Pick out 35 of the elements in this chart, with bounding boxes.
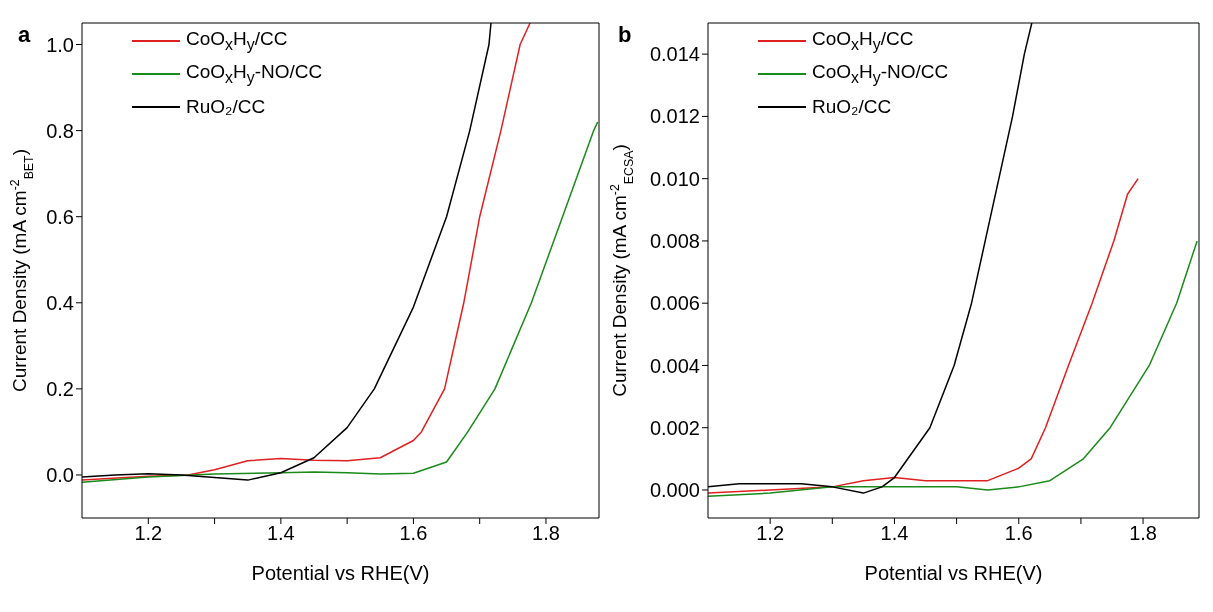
chart-title: b — [618, 22, 632, 48]
x-tick-label: 1.2 — [134, 522, 163, 545]
x-tick-label: 1.6 — [1004, 522, 1033, 545]
y-tick-label: 0.012 — [649, 105, 700, 128]
x-axis-title: Potential vs RHE(V) — [864, 562, 1043, 584]
x-tick-label: 1.8 — [532, 522, 560, 545]
y-tick-label: 0.004 — [649, 354, 700, 377]
legend-label: CoO$_{x}$H$_{y}$/CC — [812, 27, 914, 54]
line-series — [708, 177, 1139, 494]
y-tick-label: 0.8 — [46, 119, 74, 142]
x-tick-label: 1.8 — [1129, 522, 1157, 545]
line-series — [82, 121, 599, 484]
legend-label: RuO₂/CC — [186, 95, 266, 118]
legend-label: CoO$_{x}$H$_{y}$-NO/CC — [812, 60, 949, 87]
x-tick-label: 1.6 — [399, 522, 428, 545]
y-tick-label: 0.010 — [649, 167, 700, 190]
y-tick-label: 0.2 — [46, 377, 74, 400]
y-tick-label: 0.002 — [649, 416, 700, 439]
legend-label: CoO$_{x}$H$_{y}$/CC — [186, 27, 288, 54]
y-tick-label: 0.6 — [46, 205, 74, 228]
y-tick-label: 1.0 — [46, 33, 74, 56]
legend-label: RuO₂/CC — [812, 95, 892, 118]
x-tick-label: 1.4 — [266, 522, 295, 545]
x-tick-label: 1.4 — [880, 522, 909, 545]
y-tick-label: 0.0 — [46, 464, 74, 487]
y-tick-label: 0.014 — [649, 43, 700, 66]
y-tick-label: 0.006 — [649, 292, 700, 315]
legend-label: CoO$_{x}$H$_{y}$-NO/CC — [186, 60, 323, 87]
x-tick-label: 1.2 — [756, 522, 785, 545]
line-series — [708, 240, 1198, 497]
y-tick-label: 0.000 — [649, 479, 700, 502]
y-tick-label: 0.4 — [46, 291, 74, 314]
y-tick-label: 0.008 — [649, 230, 700, 253]
x-axis-title: Potential vs RHE(V) — [251, 562, 430, 584]
chart-title: a — [18, 22, 31, 48]
